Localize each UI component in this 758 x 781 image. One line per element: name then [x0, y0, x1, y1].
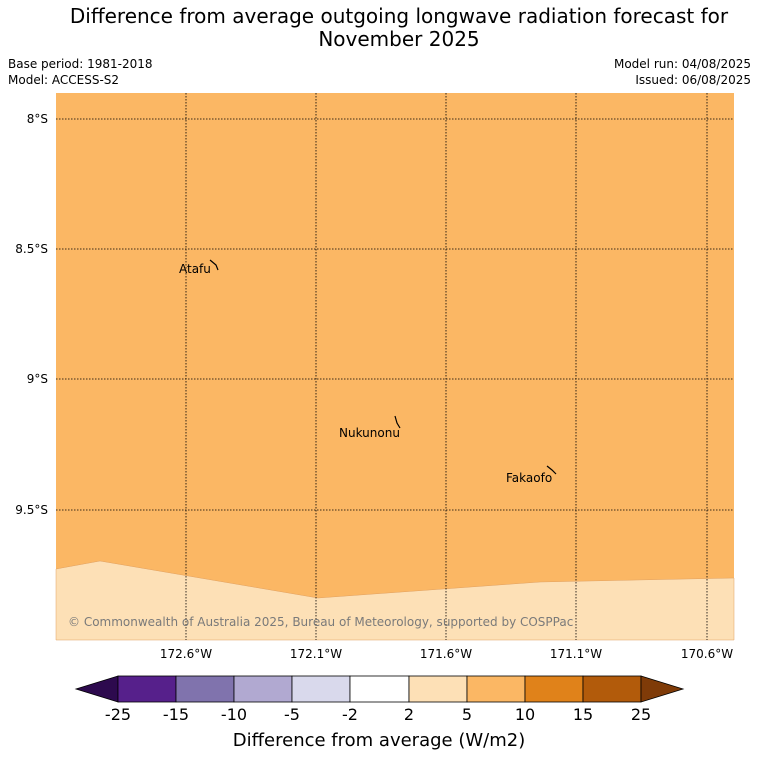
lat-label-9-5s: 9.5°S: [15, 503, 48, 517]
latitude-gridlines: [56, 118, 734, 511]
nukunonu-island-outline: [394, 415, 401, 429]
lon-label-172-6w: 172.6°W: [159, 647, 213, 661]
colorbar-tick-label: 10: [514, 705, 536, 724]
atafu-island-outline: [209, 259, 219, 271]
title-line-1: Difference from average outgoing longwav…: [69, 4, 729, 28]
colorbar-segment-3: [233, 675, 293, 703]
colorbar-tick-label: -25: [104, 705, 132, 724]
lon-label-171-1w: 171.1°W: [549, 647, 603, 661]
colorbar-tick-label: -5: [284, 705, 300, 724]
colorbar-extend-high: [640, 675, 685, 703]
meta-right: Model run: 04/08/2025 Issued: 06/08/2025: [614, 56, 751, 88]
colorbar-tick-label: 15: [572, 705, 594, 724]
colorbar-tick-label: 5: [461, 705, 473, 724]
lat-label-9s: 9°S: [26, 372, 48, 386]
colorbar-tick-label: 2: [403, 705, 415, 724]
lon-label-171-6w: 171.6°W: [419, 647, 473, 661]
colorbar-title: Difference from average (W/m2): [232, 730, 526, 751]
title-line-2: November 2025: [318, 27, 480, 51]
place-label-atafu: Atafu: [179, 262, 211, 276]
lon-label-172-1w: 172.1°W: [289, 647, 343, 661]
anomaly-fill-main: [56, 93, 734, 640]
anomaly-fill-lower: [55, 560, 735, 641]
place-label-nukunonu: Nukunonu: [339, 426, 400, 440]
issued-date: Issued: 06/08/2025: [635, 73, 751, 87]
lat-label-8s: 8°S: [26, 112, 48, 126]
base-period: Base period: 1981-2018: [8, 57, 153, 71]
colorbar-segment-7: [466, 675, 526, 703]
model-run: Model run: 04/08/2025: [613, 57, 751, 71]
colorbar-tick-label: -15: [162, 705, 190, 724]
colorbar-segment-4: [291, 675, 351, 703]
lon-label-170-6w: 170.6°W: [680, 647, 734, 661]
lat-label-8-5s: 8.5°S: [15, 242, 48, 256]
fakaofo-island-outline: [546, 465, 557, 475]
colorbar-extend-low: [74, 675, 119, 703]
colorbar-tick-label: -2: [342, 705, 358, 724]
longitude-gridlines: [185, 93, 708, 640]
place-label-fakaofo: Fakaofo: [506, 471, 552, 485]
colorbar-tick-label: -10: [220, 705, 248, 724]
copyright-text: © Commonwealth of Australia 2025, Bureau…: [68, 615, 573, 629]
colorbar-tick-label: 25: [630, 705, 652, 724]
model-name: Model: ACCESS-S2: [8, 73, 120, 87]
meta-left: Base period: 1981-2018 Model: ACCESS-S2: [8, 56, 153, 88]
colorbar: [74, 675, 685, 703]
colorbar-segment-5: [349, 675, 410, 703]
colorbar-segment-8: [524, 675, 584, 703]
colorbar-segment-6: [408, 675, 468, 703]
map-title: Difference from average outgoing longwav…: [0, 5, 758, 51]
colorbar-segment-9: [582, 675, 642, 703]
colorbar-segment-1: [117, 675, 177, 703]
colorbar-segment-2: [175, 675, 235, 703]
